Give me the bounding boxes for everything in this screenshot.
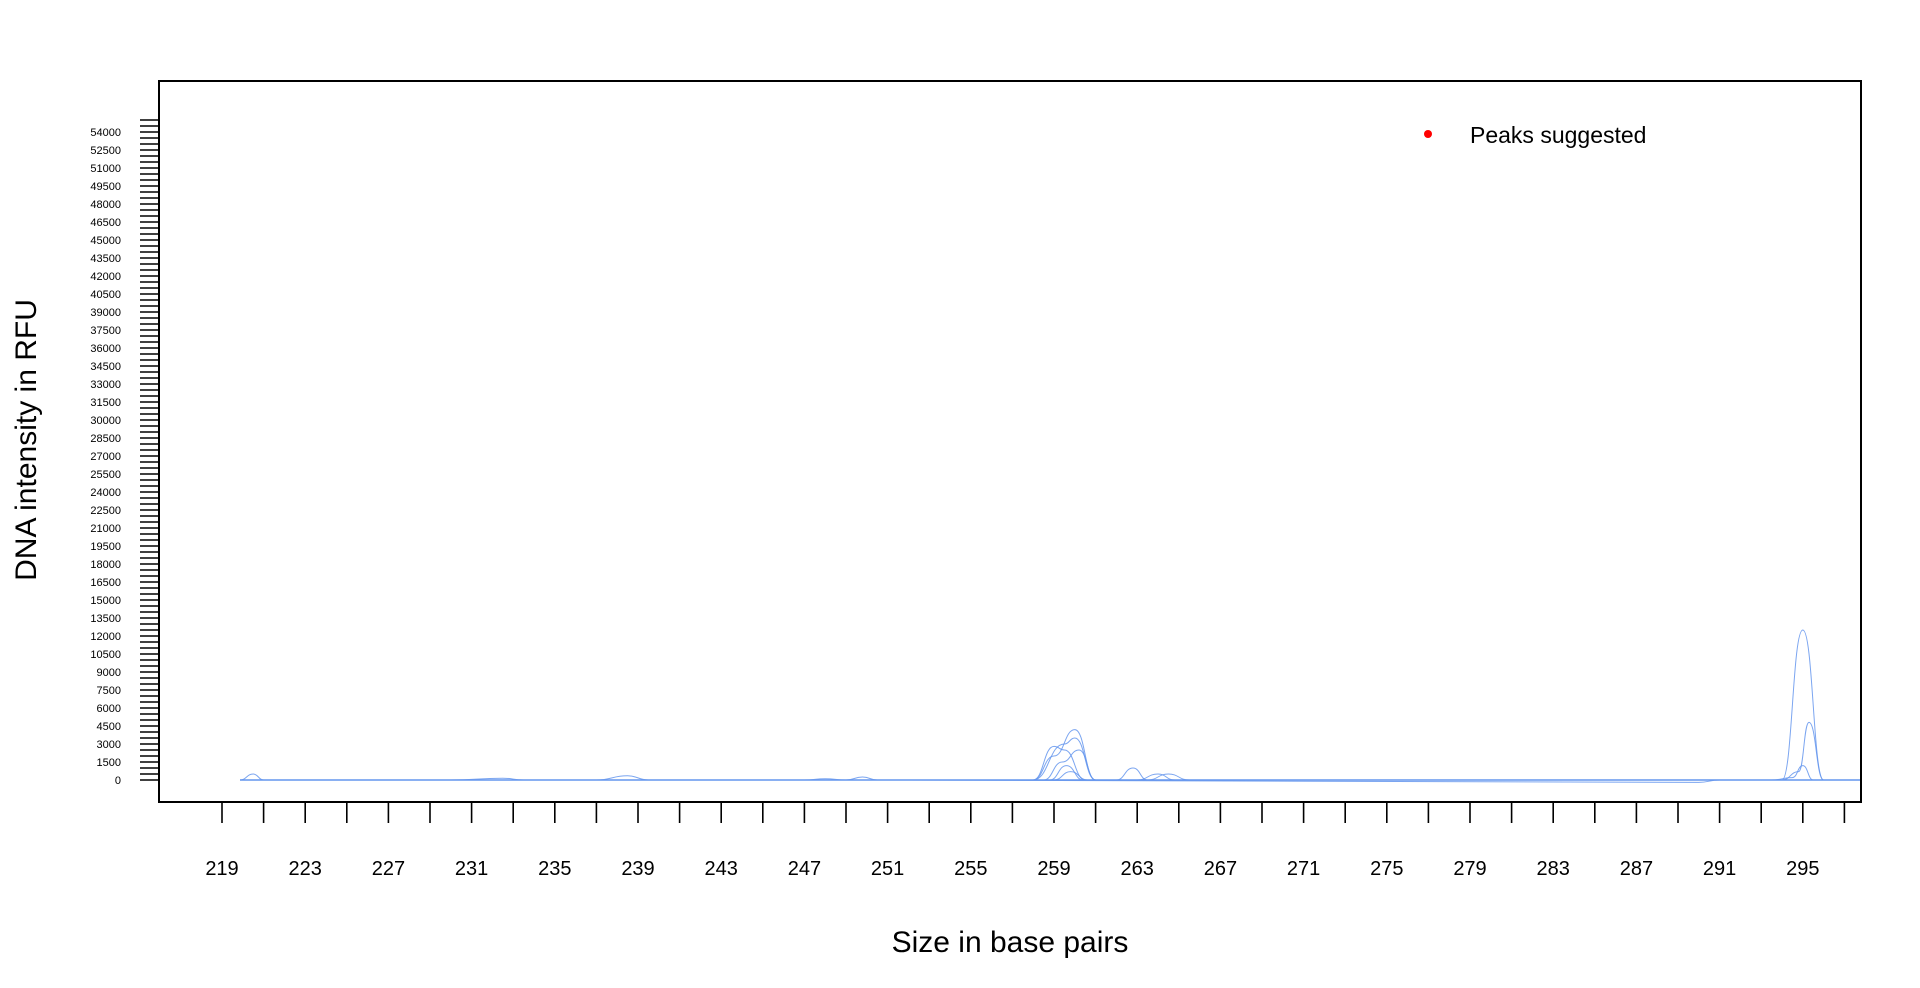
x-axis-title: Size in base pairs: [892, 926, 1129, 959]
x-tick-label: 239: [621, 858, 654, 880]
y-tick-label: 49500: [90, 181, 121, 193]
x-tick-label: 223: [289, 858, 322, 880]
y-axis: 0 1500 3000 4500 6000 7500 9000 10500 12000 13500…: [90, 119, 159, 787]
y-tick-label: 0: [115, 775, 121, 787]
x-tick-label: 259: [1037, 858, 1070, 880]
y-tick-label: 51000: [90, 163, 121, 175]
x-tick-label: 275: [1370, 858, 1403, 880]
y-tick-label: 48000: [90, 199, 121, 211]
y-tick-label: 24000: [90, 487, 121, 499]
x-tick-label: 255: [954, 858, 987, 880]
y-tick-label: 22500: [90, 505, 121, 517]
y-tick-label: 34500: [90, 361, 121, 373]
x-tick-label: 287: [1620, 858, 1653, 880]
y-tick-label: 19500: [90, 541, 121, 553]
legend-label: Peaks suggested: [1470, 122, 1646, 148]
series-line: [240, 745, 1855, 781]
y-tick-label: 13500: [90, 613, 121, 625]
y-tick-label: 54000: [90, 127, 121, 139]
y-tick-label: 4500: [97, 721, 121, 733]
x-axis: 219 223 227 231 235 239 243 247 251 255 259 263 267 2…: [205, 802, 1846, 880]
y-tick-label: 39000: [90, 307, 121, 319]
x-tick-label: 247: [788, 858, 821, 880]
x-tick-label: 263: [1121, 858, 1154, 880]
y-tick-label: 7500: [97, 685, 121, 697]
y-tick-label: 6000: [97, 703, 121, 715]
y-tick-label: 28500: [90, 433, 121, 445]
x-tick-label: 227: [372, 858, 405, 880]
series-line: [240, 765, 1855, 781]
y-tick-label: 45000: [90, 235, 121, 247]
y-tick-label: 21000: [90, 523, 121, 535]
plot-frame: [158, 80, 1862, 803]
y-tick-label: 1500: [97, 757, 121, 769]
y-tick-label: 46500: [90, 217, 121, 229]
y-tick-label: 43500: [90, 253, 121, 265]
y-tick-label: 16500: [90, 577, 121, 589]
y-tick-label: 18000: [90, 559, 121, 571]
x-tick-label: 283: [1537, 858, 1570, 880]
y-tick-label: 33000: [90, 379, 121, 391]
y-tick-label: 31500: [90, 397, 121, 409]
y-tick-label: 40500: [90, 289, 121, 301]
x-tick-label: 235: [538, 858, 571, 880]
x-tick-label: 279: [1453, 858, 1486, 880]
x-tick-label: 267: [1204, 858, 1237, 880]
y-tick-label: 10500: [90, 649, 121, 661]
legend-marker: [1424, 130, 1432, 138]
series-line: [240, 721, 1855, 781]
y-tick-label: 15000: [90, 595, 121, 607]
x-tick-label: 295: [1786, 858, 1819, 880]
legend: Peaks suggested: [1424, 122, 1646, 148]
y-tick-label: 25500: [90, 469, 121, 481]
y-tick-label: 9000: [97, 667, 121, 679]
x-tick-label: 243: [705, 858, 738, 880]
y-tick-label: 42000: [90, 271, 121, 283]
x-tick-label: 271: [1287, 858, 1320, 880]
y-tick-label: 3000: [97, 739, 121, 751]
y-tick-label: 36000: [90, 343, 121, 355]
y-tick-label: 37500: [90, 325, 121, 337]
y-axis-title: DNA intensity in RFU: [10, 299, 43, 581]
intensity-curves: [239, 629, 1860, 783]
x-tick-label: 231: [455, 858, 488, 880]
y-tick-label: 52500: [90, 145, 121, 157]
y-tick-label: 27000: [90, 451, 121, 463]
series-line: [239, 629, 1855, 781]
y-tick-label: 30000: [90, 415, 121, 427]
y-tick-label: 12000: [90, 631, 121, 643]
x-tick-label: 251: [871, 858, 904, 880]
x-tick-label: 291: [1703, 858, 1736, 880]
x-tick-label: 219: [205, 858, 238, 880]
